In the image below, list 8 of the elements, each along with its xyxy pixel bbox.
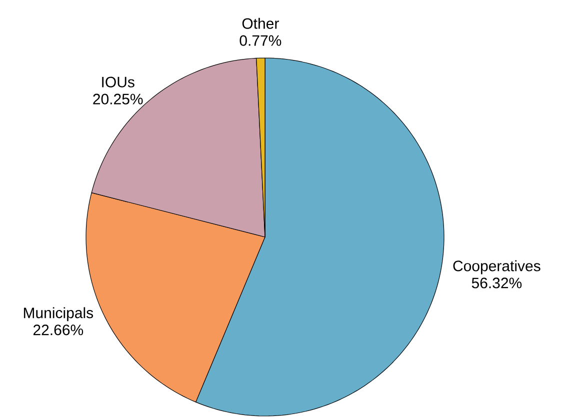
slice-label: Other [242,18,279,29]
slice-label: Municipals [24,307,94,322]
data-label: 0.77% [240,35,282,46]
slice-label: Cooperatives [453,260,540,274]
data-label: 20.25% [93,94,143,104]
slice-label: IOUs [102,76,134,88]
data-label: 56.32% [472,278,522,288]
data-label: 22.66% [33,324,84,336]
